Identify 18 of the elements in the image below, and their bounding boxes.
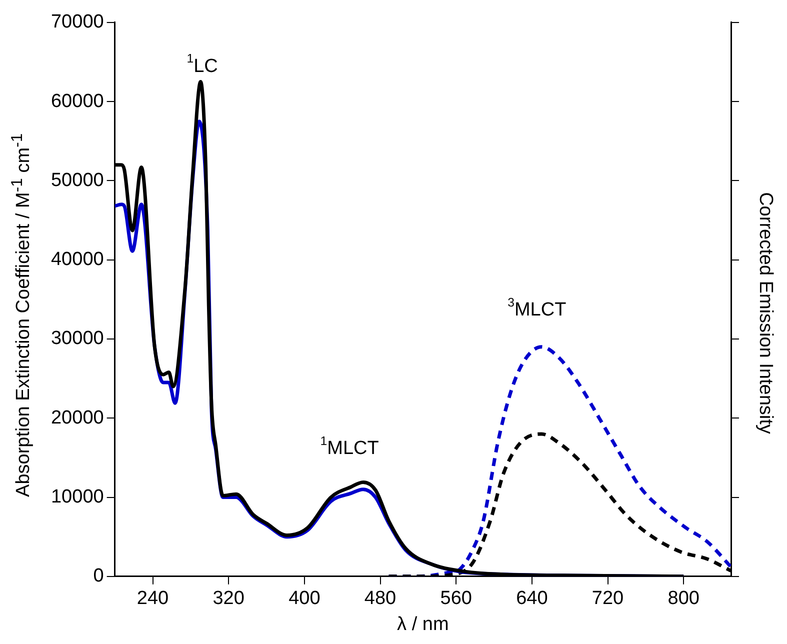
x-axis-title: λ / nm bbox=[397, 614, 449, 635]
x-tick-label: 240 bbox=[136, 588, 169, 610]
y-tick-label: 40000 bbox=[50, 249, 104, 270]
x-tick-label: 400 bbox=[288, 588, 320, 610]
y-tick-label: 60000 bbox=[50, 90, 104, 112]
x-tick-label: 480 bbox=[364, 588, 396, 610]
x-tick-label: 720 bbox=[592, 588, 624, 610]
y-tick-label: 70000 bbox=[50, 12, 104, 33]
y-tick-label: 50000 bbox=[50, 170, 104, 191]
y-tick-label: 0 bbox=[93, 566, 104, 587]
x-tick-label: 320 bbox=[212, 588, 244, 610]
y-tick-label: 20000 bbox=[50, 407, 104, 428]
y-tick-label: 30000 bbox=[50, 328, 104, 350]
y-tick-label: 10000 bbox=[50, 486, 104, 508]
y2-axis-title: Corrected Emission Intensity bbox=[754, 192, 776, 434]
x-tick-label: 640 bbox=[516, 588, 548, 610]
x-tick-label: 800 bbox=[668, 588, 700, 610]
x-tick-label: 560 bbox=[440, 588, 472, 610]
